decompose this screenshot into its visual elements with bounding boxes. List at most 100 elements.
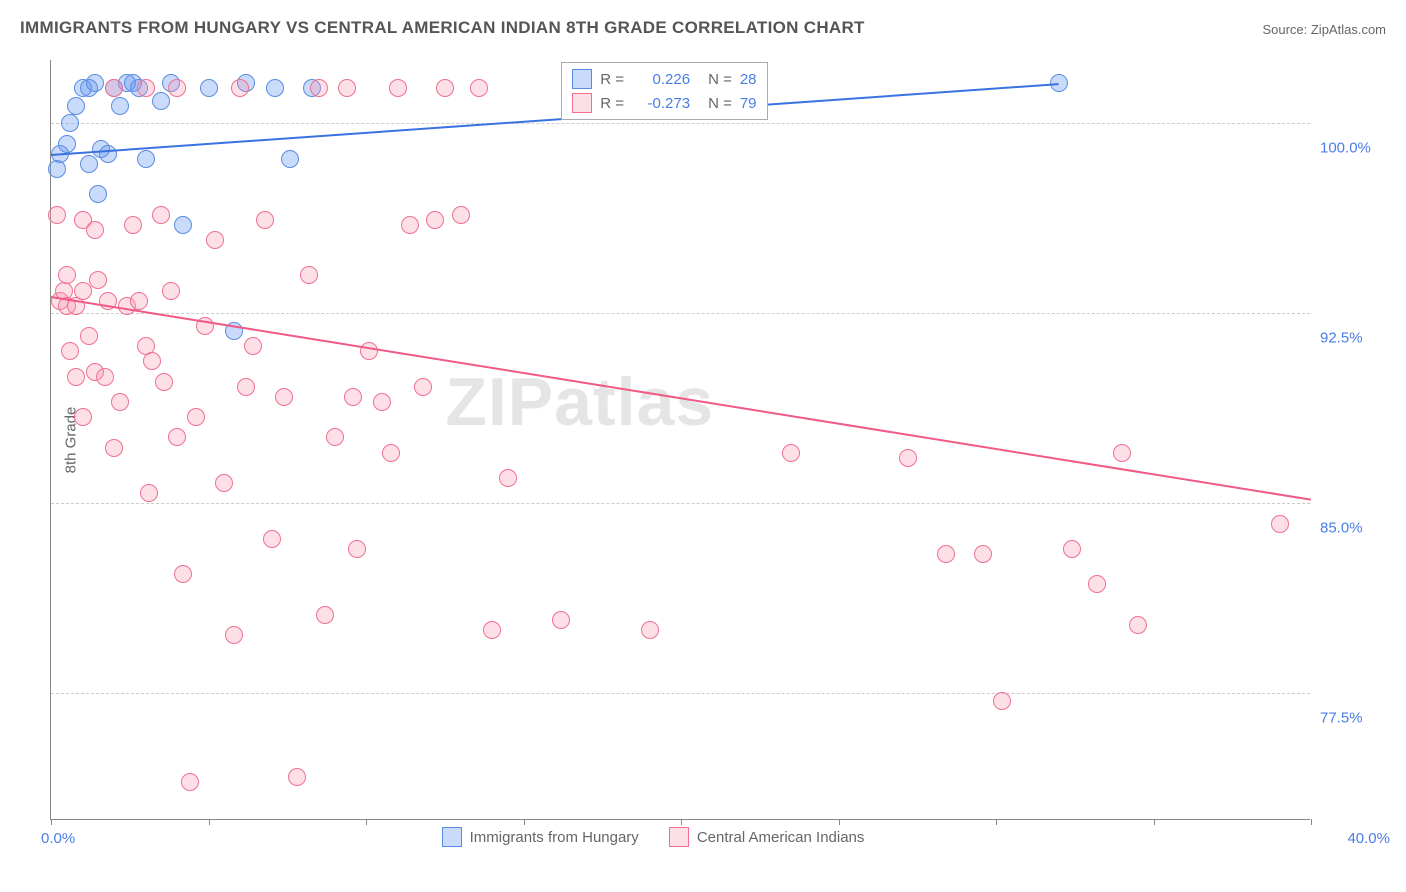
scatter-marker [1063, 540, 1081, 558]
scatter-marker [86, 221, 104, 239]
scatter-marker [168, 428, 186, 446]
scatter-marker [373, 393, 391, 411]
scatter-marker [67, 97, 85, 115]
scatter-marker [206, 231, 224, 249]
scatter-marker [80, 155, 98, 173]
scatter-marker [256, 211, 274, 229]
scatter-marker [130, 292, 148, 310]
scatter-marker [389, 79, 407, 97]
scatter-marker [237, 378, 255, 396]
scatter-marker [288, 768, 306, 786]
scatter-marker [225, 626, 243, 644]
scatter-marker [263, 530, 281, 548]
scatter-marker [1129, 616, 1147, 634]
trend-line [51, 296, 1311, 501]
scatter-marker [181, 773, 199, 791]
gridline [51, 313, 1310, 314]
scatter-marker [436, 79, 454, 97]
scatter-marker [162, 282, 180, 300]
scatter-marker [61, 114, 79, 132]
scatter-marker [89, 185, 107, 203]
scatter-marker [452, 206, 470, 224]
series-name: Central American Indians [697, 829, 865, 846]
stats-legend: R = 0.226 N = 28 R = -0.273 N = 79 [561, 62, 767, 120]
n-value: 79 [740, 95, 757, 112]
n-label: N = [708, 71, 732, 88]
x-tick-mark [524, 819, 525, 825]
scatter-marker [215, 474, 233, 492]
legend-swatch [669, 827, 689, 847]
x-tick-mark [1154, 819, 1155, 825]
scatter-marker [974, 545, 992, 563]
chart-container: IMMIGRANTS FROM HUNGARY VS CENTRAL AMERI… [0, 0, 1406, 892]
chart-title: IMMIGRANTS FROM HUNGARY VS CENTRAL AMERI… [20, 18, 865, 38]
stats-legend-row: R =0.226N =28 [572, 67, 756, 91]
scatter-marker [382, 444, 400, 462]
n-value: 28 [740, 71, 757, 88]
scatter-marker [67, 368, 85, 386]
scatter-marker [326, 428, 344, 446]
scatter-marker [111, 393, 129, 411]
series-name: Immigrants from Hungary [470, 829, 639, 846]
x-tick-mark [366, 819, 367, 825]
scatter-marker [552, 611, 570, 629]
scatter-marker [96, 368, 114, 386]
series-legend-item: Central American Indians [669, 827, 865, 847]
scatter-marker [470, 79, 488, 97]
scatter-marker [105, 439, 123, 457]
scatter-marker [360, 342, 378, 360]
x-tick-mark [1311, 819, 1312, 825]
x-tick-mark [51, 819, 52, 825]
scatter-marker [316, 606, 334, 624]
scatter-marker [58, 266, 76, 284]
x-min-label: 0.0% [41, 830, 75, 847]
scatter-marker [140, 484, 158, 502]
stats-legend-row: R = -0.273 N = 79 [572, 91, 756, 115]
x-tick-mark [996, 819, 997, 825]
x-max-label: 40.0% [1347, 830, 1390, 847]
x-tick-mark [209, 819, 210, 825]
scatter-marker [641, 621, 659, 639]
scatter-marker [48, 206, 66, 224]
scatter-marker [414, 378, 432, 396]
plot-area: 8th Grade ZIPatlas 77.5%85.0%92.5%100.0%… [50, 60, 1310, 820]
scatter-marker [80, 327, 98, 345]
scatter-marker [244, 337, 262, 355]
scatter-marker [89, 271, 107, 289]
scatter-marker [200, 79, 218, 97]
scatter-marker [231, 79, 249, 97]
scatter-marker [281, 150, 299, 168]
r-value: 0.226 [632, 71, 690, 88]
scatter-marker [266, 79, 284, 97]
scatter-marker [137, 150, 155, 168]
scatter-marker [99, 145, 117, 163]
scatter-marker [483, 621, 501, 639]
scatter-marker [1271, 515, 1289, 533]
gridline [51, 503, 1310, 504]
n-label: N = [708, 95, 732, 112]
legend-swatch [572, 69, 592, 89]
gridline [51, 693, 1310, 694]
gridline [51, 123, 1310, 124]
scatter-marker [124, 216, 142, 234]
scatter-marker [174, 216, 192, 234]
x-tick-mark [681, 819, 682, 825]
scatter-marker [1113, 444, 1131, 462]
scatter-marker [155, 373, 173, 391]
source-caption: Source: ZipAtlas.com [1262, 22, 1386, 37]
legend-swatch [572, 93, 592, 113]
series-legend: Immigrants from Hungary Central American … [442, 827, 865, 847]
r-value: -0.273 [632, 95, 690, 112]
scatter-marker [143, 352, 161, 370]
scatter-marker [137, 79, 155, 97]
y-tick-label: 85.0% [1320, 520, 1390, 537]
scatter-marker [401, 216, 419, 234]
scatter-marker [344, 388, 362, 406]
scatter-marker [111, 97, 129, 115]
scatter-marker [348, 540, 366, 558]
y-tick-label: 92.5% [1320, 330, 1390, 347]
r-label: R = [600, 95, 624, 112]
scatter-marker [426, 211, 444, 229]
scatter-marker [899, 449, 917, 467]
y-tick-label: 77.5% [1320, 710, 1390, 727]
